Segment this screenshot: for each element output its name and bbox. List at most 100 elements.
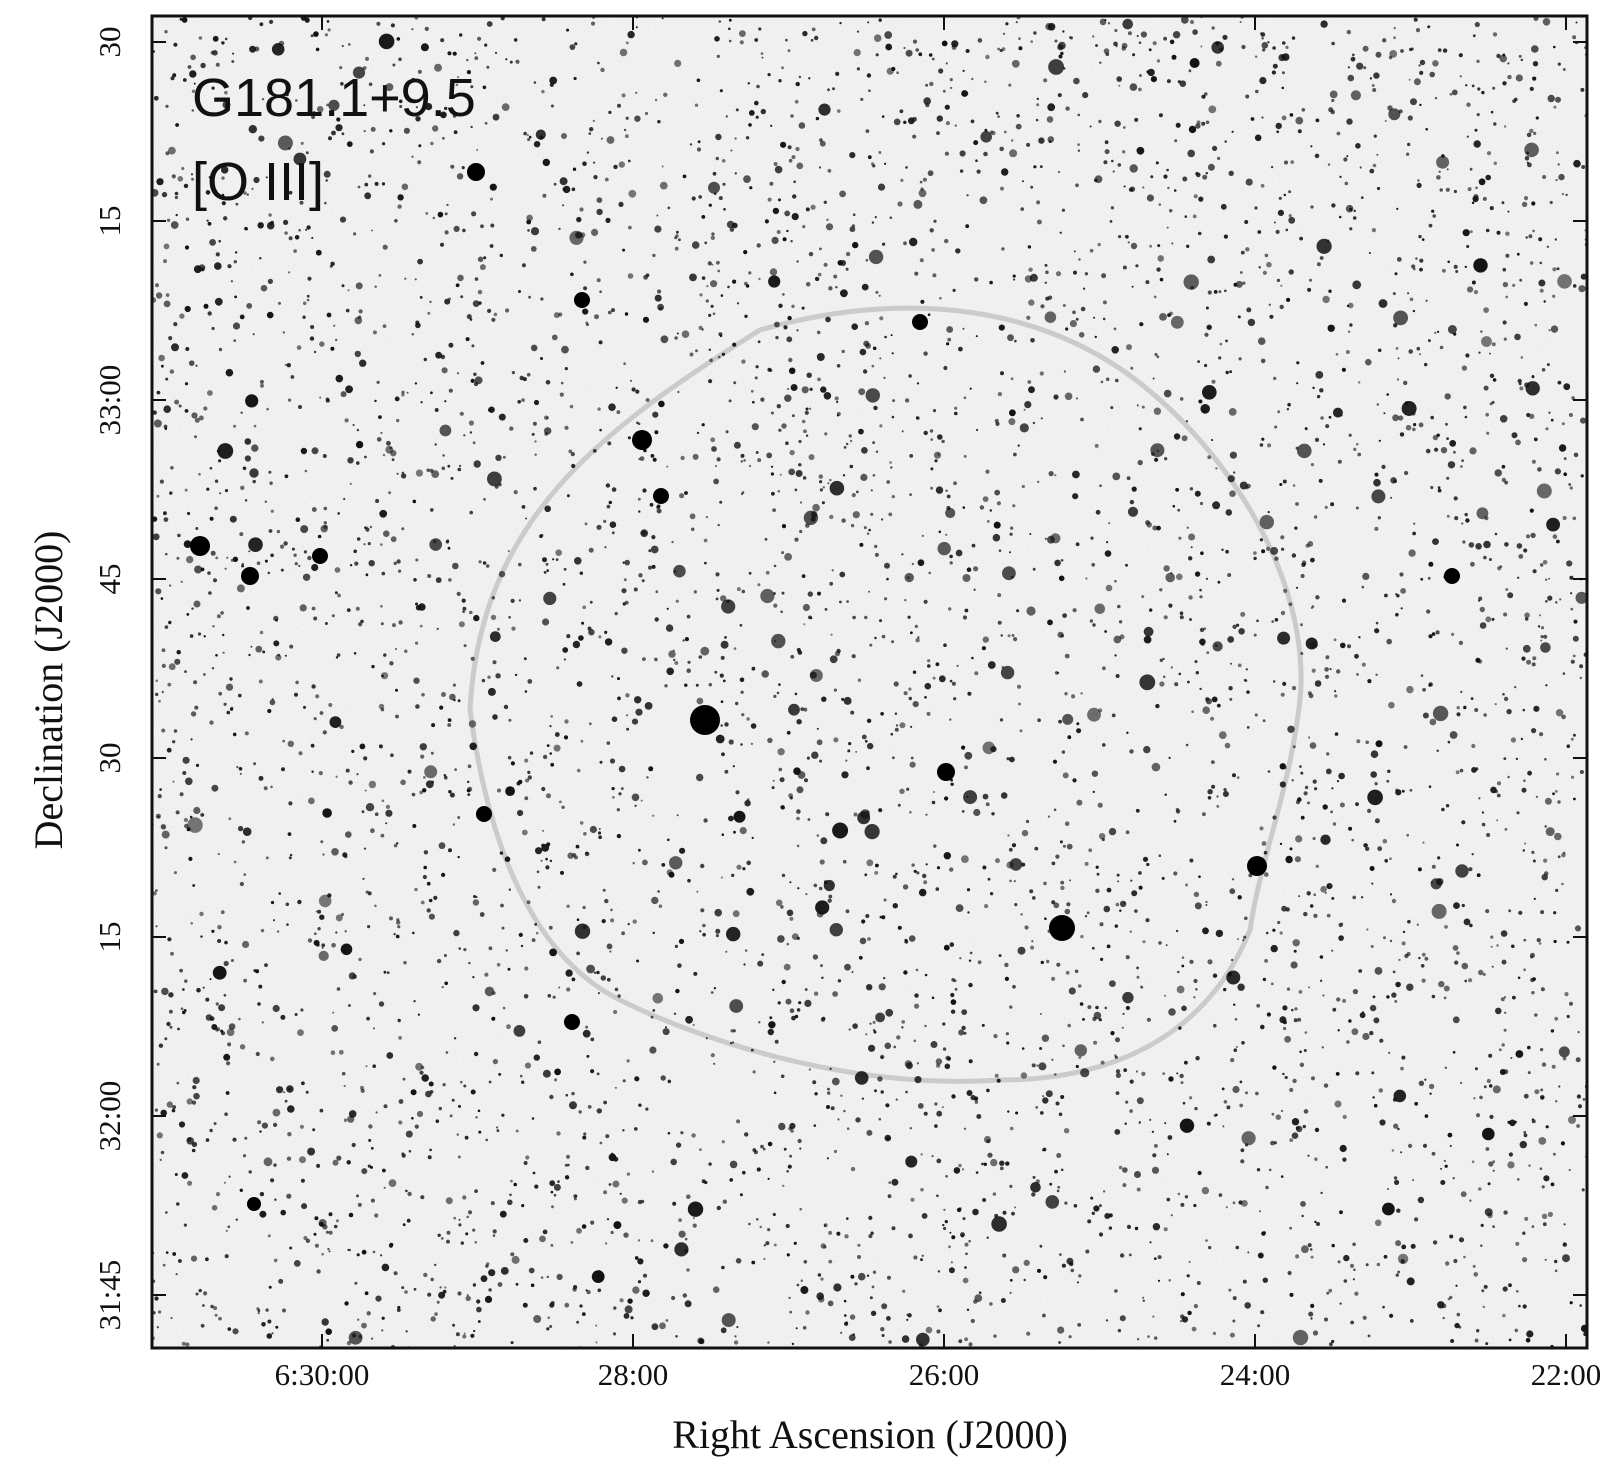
star xyxy=(642,859,648,866)
star xyxy=(721,159,726,163)
star xyxy=(423,357,427,362)
star xyxy=(504,856,511,862)
star xyxy=(611,308,615,313)
star xyxy=(966,1090,973,1096)
star xyxy=(523,131,527,136)
star xyxy=(1526,659,1532,665)
star xyxy=(1561,882,1564,886)
star xyxy=(613,1221,622,1230)
star xyxy=(1443,1159,1447,1163)
star xyxy=(242,827,252,836)
star xyxy=(886,1316,891,1321)
star xyxy=(523,1238,529,1243)
star xyxy=(1170,315,1184,329)
star xyxy=(726,926,741,942)
star xyxy=(357,185,361,189)
star xyxy=(1465,518,1470,523)
star xyxy=(1057,1185,1061,1189)
star xyxy=(1352,280,1362,290)
star xyxy=(259,630,264,635)
star xyxy=(1428,1083,1435,1090)
star xyxy=(571,463,576,469)
star xyxy=(789,916,794,921)
star xyxy=(1496,793,1501,798)
star xyxy=(1035,1106,1039,1109)
star xyxy=(269,699,276,706)
star xyxy=(1182,176,1188,182)
star xyxy=(1238,357,1242,361)
star xyxy=(1561,192,1565,196)
star xyxy=(441,466,446,471)
star xyxy=(324,201,327,205)
star xyxy=(950,999,957,1005)
star xyxy=(294,692,298,697)
star xyxy=(505,58,508,61)
star xyxy=(513,490,518,495)
star xyxy=(381,1316,385,1320)
star xyxy=(1280,692,1285,697)
star xyxy=(1303,1109,1309,1114)
star xyxy=(732,910,740,918)
star xyxy=(852,213,856,216)
star xyxy=(463,948,467,952)
star xyxy=(866,1129,873,1136)
star xyxy=(1325,655,1330,660)
star xyxy=(1256,1003,1261,1008)
star xyxy=(770,472,775,476)
star xyxy=(313,1232,317,1236)
star xyxy=(398,569,402,573)
star xyxy=(457,274,464,282)
star xyxy=(748,1222,751,1226)
star xyxy=(1492,32,1498,37)
star xyxy=(605,483,611,488)
star xyxy=(927,170,934,177)
star xyxy=(1292,745,1296,749)
star xyxy=(845,251,851,257)
star xyxy=(1560,1141,1565,1146)
star xyxy=(1119,900,1127,908)
star xyxy=(1125,955,1130,960)
star xyxy=(1111,713,1116,718)
star xyxy=(1228,686,1233,691)
star xyxy=(348,1212,354,1218)
star xyxy=(1039,165,1043,169)
star xyxy=(270,900,275,905)
star xyxy=(257,1002,261,1006)
star xyxy=(622,248,626,252)
star xyxy=(1297,1017,1302,1022)
star xyxy=(848,742,852,746)
star xyxy=(1572,654,1576,658)
star xyxy=(1476,59,1480,63)
star xyxy=(206,219,209,222)
star xyxy=(1226,970,1241,985)
star-field xyxy=(152,16,1587,1348)
star xyxy=(1553,105,1557,109)
star xyxy=(1295,1126,1300,1130)
star xyxy=(879,357,882,360)
star xyxy=(389,661,394,666)
star xyxy=(1280,1109,1284,1113)
star xyxy=(156,1326,159,1329)
star xyxy=(1391,992,1397,998)
star xyxy=(452,823,455,826)
star xyxy=(659,306,663,311)
star xyxy=(430,391,433,395)
star xyxy=(699,293,703,297)
star xyxy=(1350,90,1361,101)
star xyxy=(444,298,451,305)
star xyxy=(808,454,815,461)
star xyxy=(985,469,990,474)
star xyxy=(878,294,881,297)
star xyxy=(1525,1337,1531,1343)
star xyxy=(1469,923,1473,928)
star xyxy=(624,312,629,316)
star xyxy=(463,1332,466,1335)
star xyxy=(1576,1124,1580,1128)
star xyxy=(1506,708,1512,715)
star xyxy=(1073,1204,1078,1208)
star xyxy=(456,173,464,180)
star xyxy=(839,600,842,604)
star xyxy=(1547,595,1553,601)
star xyxy=(541,17,546,22)
star xyxy=(1580,417,1587,424)
